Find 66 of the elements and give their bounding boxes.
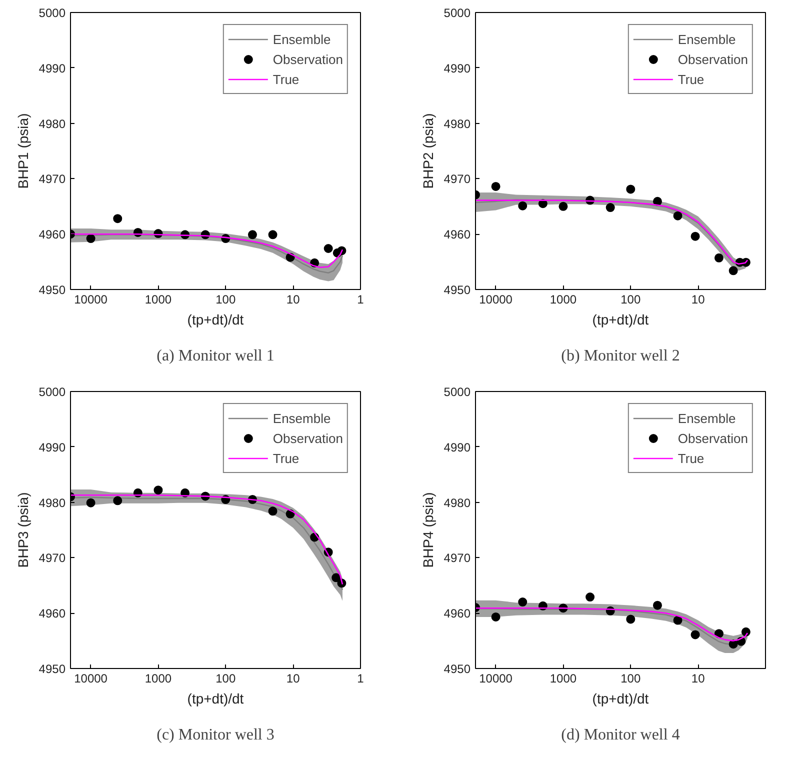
text: (d) Monitor well 4 [561, 726, 680, 744]
x-tick-label: 10000 [74, 292, 108, 306]
legend-label: True [678, 72, 704, 86]
x-tick-label: 10 [286, 292, 300, 306]
text: (a) Monitor well 1 [156, 348, 274, 364]
y-tick-label: 4950 [444, 283, 471, 297]
y-tick-label: 4960 [38, 606, 66, 621]
legend-label: Observation [272, 430, 343, 446]
y-tick-label: 4990 [38, 61, 66, 76]
legend-label: Observation [678, 430, 748, 446]
y-tick-label: 5000 [444, 6, 471, 20]
legend-label: Ensemble [678, 32, 736, 46]
x-axis-title: (tp+dt)/dt [187, 690, 244, 706]
y-tick-label: 4950 [38, 283, 66, 297]
y-tick-label: 4950 [444, 662, 471, 676]
x-axis-title: (tp+dt)/dt [592, 690, 649, 706]
y-tick-label: 4970 [38, 551, 66, 566]
y-axis-title: BHP1 (psia) [14, 113, 31, 189]
y-axis-title: BHP4 (psia) [420, 492, 436, 568]
y-tick-label: 5000 [38, 385, 66, 399]
x-tick-label: 10000 [479, 292, 513, 306]
legend-label: True [272, 450, 300, 466]
y-tick-label: 4980 [444, 116, 471, 131]
y-axis-title: BHP3 (psia) [14, 492, 31, 568]
y-tick-label: 4990 [444, 440, 471, 454]
x-axis-title: (tp+dt)/dt [187, 312, 244, 328]
legend-label: Observation [272, 52, 343, 66]
y-tick-label: 4960 [444, 228, 471, 242]
text: (b) Monitor well 2 [561, 348, 680, 364]
y-tick-label: 4970 [38, 172, 66, 186]
y-axis-title: BHP2 (psia) [420, 113, 436, 189]
legend-label: Ensemble [272, 410, 331, 426]
x-tick-label: 1 [357, 292, 364, 306]
y-tick-label: 4960 [38, 228, 66, 242]
x-tick-label: 1000 [550, 672, 577, 686]
x-tick-label: 10000 [74, 672, 108, 686]
legend-label: Observation [678, 52, 748, 66]
y-tick-label: 4980 [38, 496, 66, 510]
legend-label: Ensemble [678, 410, 736, 426]
x-axis-title: (tp+dt)/dt [592, 312, 649, 328]
legend-label: True [272, 72, 300, 86]
legend-label: Ensemble [272, 32, 331, 46]
y-tick-label: 4970 [444, 551, 471, 566]
text: (c) Monitor well 3 [156, 726, 274, 744]
x-tick-label: 100 [620, 292, 641, 306]
y-tick-label: 4960 [444, 606, 471, 621]
y-tick-label: 4980 [444, 496, 471, 510]
legend-label: True [678, 450, 704, 466]
x-tick-label: 100 [620, 672, 641, 686]
x-tick-label: 1000 [144, 672, 172, 686]
x-tick-label: 100 [216, 672, 236, 686]
y-tick-label: 4990 [444, 61, 471, 76]
x-tick-label: 1 [357, 672, 364, 686]
y-tick-label: 5000 [38, 6, 66, 20]
x-tick-label: 1000 [550, 292, 577, 306]
x-tick-label: 100 [216, 292, 236, 306]
x-tick-label: 10000 [479, 672, 513, 686]
y-tick-label: 4990 [38, 440, 66, 454]
x-tick-label: 1000 [144, 292, 172, 306]
y-tick-label: 5000 [444, 385, 471, 399]
y-tick-label: 4970 [444, 172, 471, 186]
y-tick-label: 4980 [38, 116, 66, 131]
y-tick-label: 4950 [38, 662, 66, 676]
x-tick-label: 10 [691, 672, 706, 686]
x-tick-label: 10 [691, 292, 706, 306]
x-tick-label: 10 [286, 672, 300, 686]
